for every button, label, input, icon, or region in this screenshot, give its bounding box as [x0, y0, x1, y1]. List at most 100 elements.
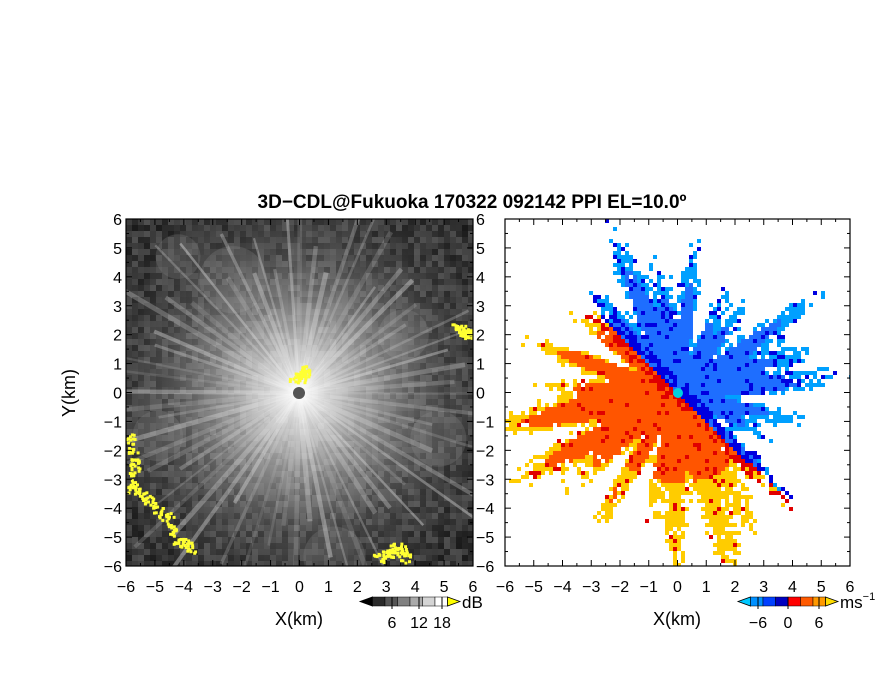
high-backscatter-cell	[131, 450, 135, 454]
velocity-cell	[677, 355, 681, 359]
velocity-cell	[733, 315, 737, 319]
velocity-cell	[581, 363, 585, 367]
velocity-cell	[621, 335, 625, 339]
velocity-cell	[725, 363, 729, 367]
velocity-cell	[705, 363, 709, 367]
velocity-cell	[689, 275, 693, 279]
velocity-cell	[725, 307, 729, 311]
high-backscatter-cell	[133, 471, 137, 475]
velocity-cell	[661, 295, 665, 299]
velocity-cell	[629, 379, 633, 383]
velocity-cell	[625, 351, 629, 355]
velocity-cell	[741, 335, 745, 339]
velocity-cell	[709, 343, 713, 347]
velocity-cell	[789, 347, 793, 351]
velocity-cell	[785, 315, 789, 319]
velocity-cell	[653, 359, 657, 363]
velocity-cell	[785, 307, 789, 311]
high-backscatter-cell	[404, 561, 408, 565]
velocity-cell	[745, 367, 749, 371]
velocity-cell	[669, 347, 673, 351]
velocity-cell	[709, 303, 713, 307]
velocity-cell	[701, 335, 705, 339]
velocity-cell	[717, 323, 721, 327]
high-backscatter-cell	[166, 522, 170, 526]
velocity-cell	[597, 299, 601, 303]
velocity-cell	[805, 371, 809, 375]
velocity-cell	[653, 371, 657, 375]
velocity-cell	[617, 271, 621, 275]
high-backscatter-cell	[130, 448, 134, 452]
velocity-cell	[721, 371, 725, 375]
velocity-cell	[681, 323, 685, 327]
velocity-cell	[685, 363, 689, 367]
velocity-cell	[641, 327, 645, 331]
velocity-cell	[597, 323, 601, 327]
velocity-cell	[689, 315, 693, 319]
velocity-cell	[685, 355, 689, 359]
velocity-cell	[645, 335, 649, 339]
velocity-cell	[681, 319, 685, 323]
velocity-cell	[657, 367, 661, 371]
velocity-cell	[717, 355, 721, 359]
velocity-cell	[669, 319, 673, 323]
velocity-cell	[797, 303, 801, 307]
velocity-cell	[621, 283, 625, 287]
velocity-cell	[705, 319, 709, 323]
high-backscatter-cell	[127, 451, 131, 455]
velocity-cell	[669, 295, 673, 299]
velocity-cell	[637, 371, 641, 375]
high-backscatter-cell	[132, 463, 136, 466]
high-backscatter-cell	[130, 472, 134, 476]
velocity-cell	[665, 331, 669, 335]
velocity-cell	[657, 311, 661, 315]
velocity-cell	[661, 323, 665, 327]
velocity-cell	[693, 271, 697, 275]
high-backscatter-cell	[175, 528, 179, 532]
high-backscatter-cell	[296, 372, 300, 376]
velocity-cell	[801, 299, 805, 303]
velocity-cell	[581, 359, 585, 363]
velocity-cell	[797, 311, 801, 315]
velocity-cell	[609, 343, 613, 347]
velocity-cell	[737, 375, 741, 379]
velocity-cell	[521, 343, 525, 347]
velocity-cell	[673, 327, 677, 331]
velocity-cell	[625, 367, 629, 371]
velocity-cell	[601, 327, 605, 331]
velocity-cell	[637, 287, 641, 291]
velocity-cell	[721, 375, 725, 379]
high-backscatter-cell	[459, 334, 463, 337]
velocity-cell	[629, 335, 633, 339]
velocity-cell	[685, 323, 689, 327]
velocity-cell	[653, 319, 657, 323]
velocity-cell	[737, 379, 741, 383]
high-backscatter-cell	[459, 331, 463, 335]
velocity-cell	[689, 283, 693, 287]
velocity-cell	[629, 347, 633, 351]
velocity-cell	[597, 303, 601, 307]
velocity-cell	[633, 351, 637, 355]
velocity-cell	[657, 335, 661, 339]
velocity-cell	[613, 375, 617, 379]
velocity-cell	[593, 323, 597, 327]
velocity-cell	[693, 275, 697, 279]
velocity-cell	[677, 283, 681, 287]
high-backscatter-cell	[169, 512, 173, 516]
velocity-cell	[589, 355, 593, 359]
velocity-cell	[749, 355, 753, 359]
velocity-cell	[693, 355, 697, 359]
velocity-cell	[781, 311, 785, 315]
velocity-cell	[725, 347, 729, 351]
velocity-cell	[717, 371, 721, 375]
velocity-cell	[661, 315, 665, 319]
high-backscatter-cell	[464, 337, 468, 341]
velocity-cell	[657, 355, 661, 359]
velocity-cell	[673, 363, 677, 367]
velocity-cell	[613, 327, 617, 331]
velocity-cell	[701, 379, 705, 383]
velocity-cell	[769, 339, 773, 343]
velocity-cell	[713, 343, 717, 347]
velocity-cell	[677, 331, 681, 335]
velocity-cell	[733, 311, 737, 315]
